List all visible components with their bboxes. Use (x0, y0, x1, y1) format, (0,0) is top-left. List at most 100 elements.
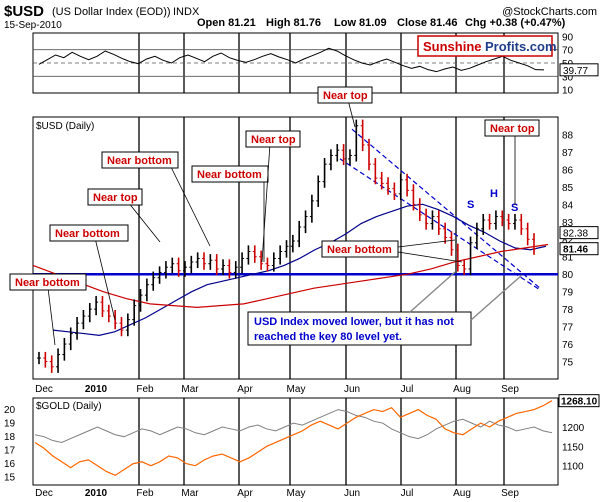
rsi-y-tick: 30 (562, 72, 574, 83)
exchange-label: INDX (173, 6, 200, 18)
price-y-tick: 85 (562, 183, 574, 194)
price-panel-title: $USD (Daily) (36, 121, 94, 132)
index-name: (US Dollar Index (EOD)) (52, 6, 171, 18)
annotation-box (101, 151, 179, 169)
price-y-tick: 79 (562, 288, 574, 299)
price-y-tick: 83 (562, 218, 574, 229)
callout-line-1: USD Index moved lower, but it has not (254, 316, 454, 328)
gold-left-tick: 18 (4, 432, 16, 443)
annotation-pointer (169, 164, 211, 247)
gold-line (34, 400, 553, 477)
annotation-text: Near bottom (197, 169, 262, 181)
callout-pointer (409, 271, 456, 313)
annotation-box (484, 119, 540, 137)
rsi-line (38, 47, 545, 73)
month-gridlines (138, 33, 505, 485)
price-value-label: 82.38 (563, 229, 588, 240)
gold-x-tick: Dec (35, 488, 53, 499)
annotation-text: Near bottom (15, 277, 80, 289)
annotation-text: Near top (323, 90, 368, 102)
price-y-tick: 80 (562, 270, 574, 281)
price-x-tick: Dec (35, 384, 53, 395)
annotation-box (317, 86, 373, 104)
annotation-box (245, 130, 301, 148)
gold-left-tick: 20 (4, 405, 16, 416)
annotation-text: Near bottom (327, 244, 392, 256)
close-value: Close 81.46 (397, 17, 458, 29)
price-y-tick: 75 (562, 358, 574, 369)
annotation-text: Near top (251, 134, 296, 146)
gold-left-tick: 19 (4, 419, 16, 430)
change-value: Chg +0.38 (+0.47%) (465, 17, 566, 29)
gold-x-tick: Sep (501, 488, 519, 499)
price-x-tick: Mar (181, 384, 199, 395)
annotation-pointer (397, 239, 456, 248)
open-value: Open 81.21 (197, 17, 256, 29)
gold-right-tick: 1150 (562, 442, 584, 453)
annotation-text: Near top (490, 123, 535, 135)
gold-x-tick: May (287, 488, 306, 499)
price-x-tick: Jun (344, 384, 360, 395)
price-value-label: 81.46 (563, 245, 588, 256)
rsi-y-tick: 70 (562, 46, 574, 57)
gold-x-tick: Aug (453, 488, 471, 499)
hs-pattern-label: S (511, 202, 518, 214)
annotations: Near bottom Near top Near bottom Near botto… (9, 86, 540, 346)
annotation-box (321, 240, 399, 258)
axis-layer: Dec Dec 2010 2010 Feb Feb Mar Mar Apr Apr May May Ju… (35, 384, 519, 499)
watermark-profits: Profits.com (485, 39, 557, 54)
brand-label: @StockCharts.com (502, 6, 597, 18)
gold-x-tick: Feb (136, 488, 154, 499)
low-value: Low 81.09 (334, 17, 387, 29)
gold-x-tick: 2010 (85, 488, 108, 499)
channel-upper (351, 128, 541, 289)
usd-overlay-line (34, 409, 553, 443)
ma-short-line (32, 243, 549, 308)
annotation-pointer (127, 201, 161, 243)
price-y-tick: 76 (562, 340, 574, 351)
price-value-box (559, 226, 599, 240)
gold-x-tick: Apr (237, 488, 253, 499)
price-x-tick: Jul (401, 384, 414, 395)
ma-long-line (52, 203, 547, 336)
annotation-text: Near bottom (107, 155, 172, 167)
price-y-tick: 86 (562, 165, 574, 176)
rsi-y-tick: 90 (562, 32, 574, 43)
gold-left-tick: 15 (4, 473, 16, 484)
gold-left-tick: 16 (4, 459, 16, 470)
gold-x-tick: Jun (344, 488, 360, 499)
gold-panel-title: $GOLD (Daily) (36, 401, 102, 412)
symbol-title: $USD (4, 3, 44, 20)
gold-x-tick: Jul (401, 488, 414, 499)
watermark-sunshine: Sunshine (423, 39, 482, 54)
price-layer: 88 87 86 85 84 83 82 81 80 79 78 77 76 75 82.38 81.46 S H… (32, 119, 599, 373)
price-x-tick: May (287, 384, 306, 395)
price-y-tick: 78 (562, 305, 574, 316)
hs-pattern-label: H (490, 188, 498, 200)
watermark-box (417, 35, 553, 57)
callout-box (247, 311, 472, 346)
price-y-tick: 87 (562, 148, 574, 159)
annotation-text: Near bottom (55, 228, 120, 240)
gold-value-label: 1268.10 (561, 397, 598, 408)
gold-layer: 20 19 18 17 16 15 1200 1150 1100 1268.10 (4, 394, 600, 484)
high-value: High 81.76 (266, 17, 321, 29)
annotation-pointer (47, 287, 56, 346)
annotation-box (49, 224, 129, 242)
gold-value-box (558, 394, 600, 408)
price-y-tick: 82 (562, 235, 574, 246)
price-x-tick: Apr (237, 384, 253, 395)
annotation-pointer (347, 99, 356, 128)
annotation-box (87, 188, 143, 206)
price-y-tick: 77 (562, 323, 574, 334)
annotation-pointer (261, 143, 271, 263)
rsi-value-label: 39.77 (563, 66, 588, 77)
gold-right-tick: 1100 (562, 462, 584, 473)
callout-pointer (470, 274, 523, 321)
price-y-tick: 81 (562, 253, 574, 264)
price-x-tick: Aug (453, 384, 471, 395)
rsi-value-box (559, 63, 599, 77)
price-y-tick: 84 (562, 200, 574, 211)
annotation-pointer (94, 237, 116, 321)
